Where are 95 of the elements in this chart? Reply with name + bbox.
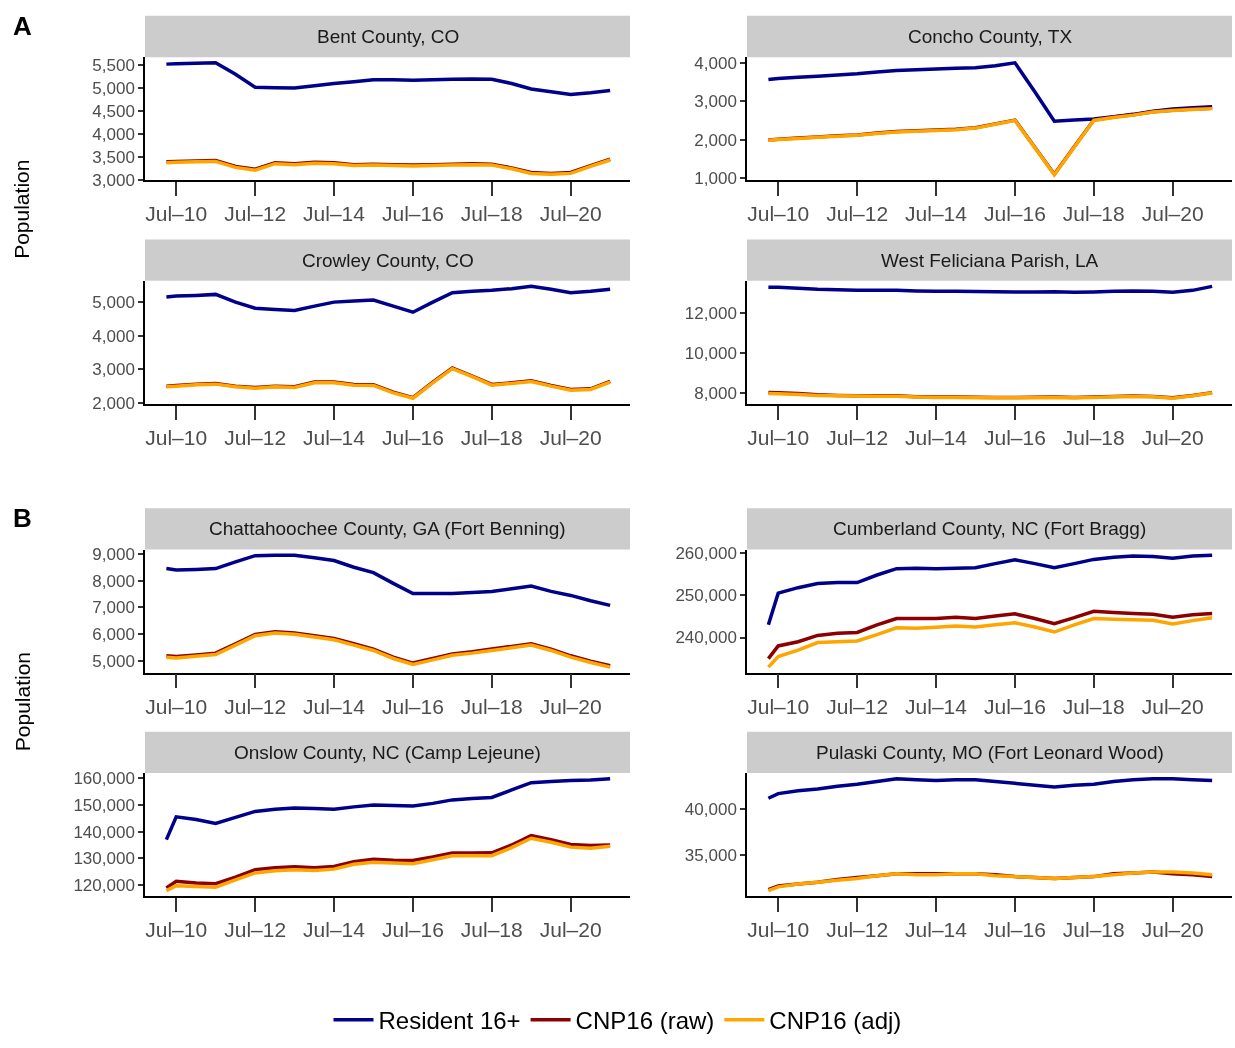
- x-tick-label: Jul–20: [1141, 425, 1204, 449]
- x-tick-label: Jul–18: [460, 425, 523, 449]
- y-tick-label: 260,000: [675, 544, 737, 563]
- chart-title: Concho County, TX: [908, 26, 1073, 47]
- x-tick-label: Jul–20: [539, 202, 602, 226]
- y-tick-label: 4,500: [92, 102, 135, 122]
- chart-title: Cumberland County, NC (Fort Bragg): [833, 518, 1147, 539]
- x-tick-label: Jul–12: [826, 202, 889, 226]
- x-tick-label: Jul–18: [1062, 694, 1125, 718]
- x-tick-label: Jul–14: [303, 694, 366, 718]
- x-tick-label: Jul–16: [983, 918, 1046, 942]
- x-tick-label: Jul–10: [747, 694, 810, 718]
- x-tick-label: Jul–12: [224, 918, 287, 942]
- y-tick-label: 250,000: [675, 586, 737, 606]
- x-tick-label: Jul–18: [460, 694, 523, 718]
- y-tick-label: 3,000: [92, 360, 135, 380]
- legend-label: Resident 16+: [378, 1007, 521, 1035]
- y-tick-label: 35,000: [684, 846, 737, 866]
- x-tick-label: Jul–12: [224, 425, 287, 449]
- y-tick-label: 2,000: [694, 130, 737, 150]
- y-tick-label: 4,000: [694, 54, 737, 74]
- text: A: [13, 11, 32, 41]
- x-tick-label: Jul–14: [303, 918, 366, 942]
- x-tick-label: Jul–16: [983, 694, 1046, 718]
- y-tick-label: 5,000: [92, 652, 135, 672]
- x-tick-label: Jul–16: [983, 202, 1046, 226]
- y-tick-label: 9,000: [92, 544, 135, 564]
- legend-label: CNP16 (adj): [769, 1007, 902, 1035]
- x-tick-label: Jul–10: [747, 918, 810, 942]
- x-tick-label: Jul–20: [1141, 694, 1204, 718]
- y-tick-label: 4,000: [92, 326, 135, 346]
- y-tick-label: 150,000: [73, 795, 135, 815]
- x-tick-label: Jul–16: [381, 425, 444, 449]
- chart-title: West Feliciana Parish, LA: [881, 250, 1099, 271]
- y-tick-label: 7,000: [92, 598, 135, 618]
- y-tick-label: 2,000: [92, 393, 135, 413]
- y-tick-label: 130,000: [73, 849, 135, 869]
- x-tick-label: Jul–20: [539, 425, 602, 449]
- x-tick-label: Jul–20: [539, 694, 602, 718]
- x-tick-label: Jul–18: [1062, 918, 1125, 942]
- x-tick-label: Jul–12: [826, 425, 889, 449]
- chart-title: Chattahoochee County, GA (Fort Benning): [209, 518, 566, 539]
- y-tick-label: 40,000: [684, 799, 737, 819]
- x-tick-label: Jul–18: [460, 202, 523, 226]
- x-tick-label: Jul–10: [145, 918, 208, 942]
- x-tick-label: Jul–16: [381, 694, 444, 718]
- x-tick-label: Jul–10: [145, 425, 208, 449]
- y-axis-title: Population: [10, 159, 34, 259]
- chart-title: Crowley County, CO: [302, 250, 474, 271]
- y-tick-label: 12,000: [684, 304, 737, 324]
- y-tick-label: 10,000: [684, 344, 737, 364]
- x-tick-label: Jul–14: [905, 202, 968, 226]
- x-tick-label: Jul–14: [905, 425, 968, 449]
- y-tick-label: 8,000: [92, 571, 135, 591]
- x-tick-label: Jul–20: [1141, 918, 1204, 942]
- x-tick-label: Jul–10: [145, 694, 208, 718]
- y-tick-label: 140,000: [73, 822, 135, 842]
- x-tick-label: Jul–14: [905, 918, 968, 942]
- x-tick-label: Jul–16: [381, 202, 444, 226]
- y-tick-label: 160,000: [73, 768, 135, 788]
- x-tick-label: Jul–18: [460, 918, 523, 942]
- x-tick-label: Jul–20: [1141, 202, 1204, 226]
- x-tick-label: Jul–14: [905, 694, 968, 718]
- y-tick-label: 3,500: [92, 148, 135, 168]
- text: B: [13, 503, 32, 533]
- x-tick-label: Jul–12: [826, 694, 889, 718]
- y-tick-label: 3,000: [694, 92, 737, 112]
- x-tick-label: Jul–10: [747, 202, 810, 226]
- y-tick-label: 120,000: [73, 876, 135, 896]
- x-tick-label: Jul–10: [145, 202, 208, 226]
- chart-title: Pulaski County, MO (Fort Leonard Wood): [816, 742, 1164, 763]
- y-tick-label: 5,000: [92, 293, 135, 313]
- y-tick-label: 4,000: [92, 125, 135, 145]
- x-tick-label: Jul–14: [303, 425, 366, 449]
- y-tick-label: 1,000: [694, 168, 737, 188]
- x-tick-label: Jul–18: [1062, 425, 1125, 449]
- x-tick-label: Jul–16: [381, 918, 444, 942]
- y-tick-label: 240,000: [675, 628, 737, 648]
- x-tick-label: Jul–12: [224, 694, 287, 718]
- y-tick-label: 5,500: [92, 56, 135, 75]
- x-tick-label: Jul–20: [539, 918, 602, 942]
- y-tick-label: 3,000: [92, 171, 135, 191]
- x-tick-label: Jul–10: [747, 425, 810, 449]
- x-tick-label: Jul–12: [224, 202, 287, 226]
- chart-title: Onslow County, NC (Camp Lejeune): [234, 742, 541, 763]
- y-tick-label: 8,000: [694, 384, 737, 404]
- x-tick-label: Jul–14: [303, 202, 366, 226]
- y-tick-label: 6,000: [92, 625, 135, 645]
- x-tick-label: Jul–16: [983, 425, 1046, 449]
- y-axis-title: Population: [10, 651, 34, 752]
- legend-label: CNP16 (raw): [575, 1007, 715, 1035]
- y-tick-label: 5,000: [92, 79, 135, 99]
- chart-title: Bent County, CO: [317, 26, 460, 47]
- x-tick-label: Jul–12: [826, 918, 889, 942]
- x-tick-label: Jul–18: [1062, 202, 1125, 226]
